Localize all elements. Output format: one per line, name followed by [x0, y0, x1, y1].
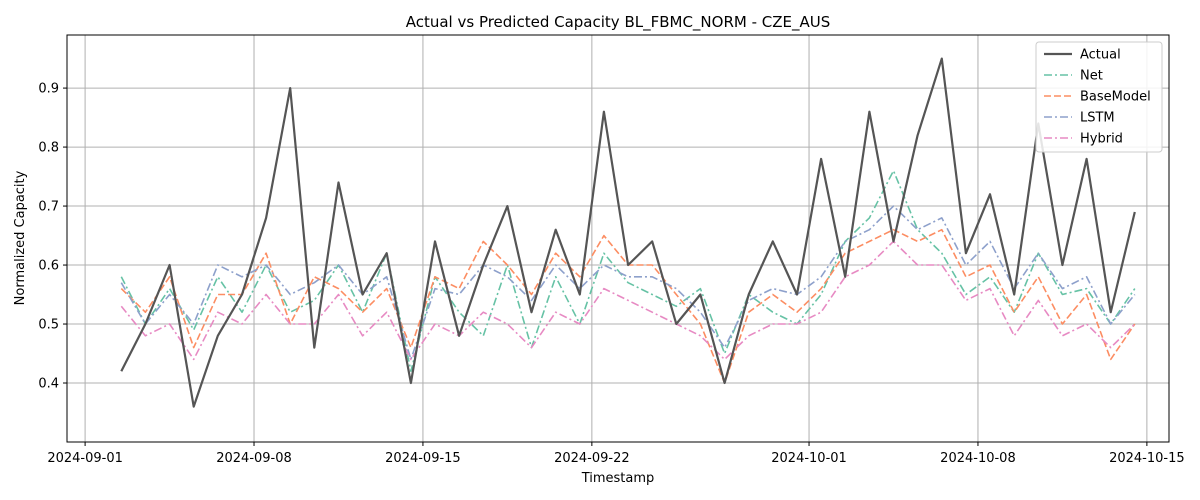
y-axis-title: Normalized Capacity [13, 170, 28, 305]
grid [67, 35, 1169, 442]
legend-label: BaseModel [1080, 90, 1151, 105]
y-tick-label: 0.7 [38, 200, 59, 215]
x-axis-title: Timestamp [581, 471, 655, 486]
x-axis: 2024-09-01 2024-09-08 2024-09-15 2024-09-22… [47, 442, 1185, 466]
x-tick-label: 2024-09-22 [554, 451, 630, 466]
y-tick-label: 0.5 [38, 318, 59, 333]
legend-label: LSTM [1080, 111, 1115, 126]
series-line-actual [120, 57, 1136, 408]
legend-box [1035, 41, 1163, 153]
chart-title: Actual vs Predicted Capacity BL_FBMC_NOR… [406, 13, 831, 32]
legend-label: Hybrid [1080, 132, 1123, 147]
x-tick-label: 2024-10-15 [1109, 451, 1185, 466]
x-tick-label: 2024-09-15 [385, 451, 461, 466]
legend-label: Net [1080, 69, 1103, 84]
y-tick-label: 0.8 [38, 141, 59, 156]
series-line-net [120, 169, 1136, 373]
legend: Actual Net BaseModel LSTM Hybrid [1035, 41, 1163, 153]
y-tick-label: 0.6 [38, 259, 59, 274]
series-line-lstm [120, 205, 1136, 361]
plot-lines [120, 57, 1136, 408]
x-tick-label: 2024-10-08 [940, 451, 1016, 466]
x-tick-label: 2024-09-01 [47, 451, 123, 466]
series-line-hybrid [120, 240, 1136, 361]
y-tick-label: 0.4 [38, 377, 59, 392]
y-tick-label: 0.9 [38, 82, 59, 97]
legend-label: Actual [1080, 48, 1121, 63]
x-tick-label: 2024-09-08 [216, 451, 292, 466]
plot-frame [66, 34, 1170, 443]
x-tick-label: 2024-10-01 [771, 451, 847, 466]
series-line-basemodel [120, 228, 1136, 384]
y-axis: 0.4 0.5 0.6 0.7 0.8 0.9 [38, 82, 67, 392]
